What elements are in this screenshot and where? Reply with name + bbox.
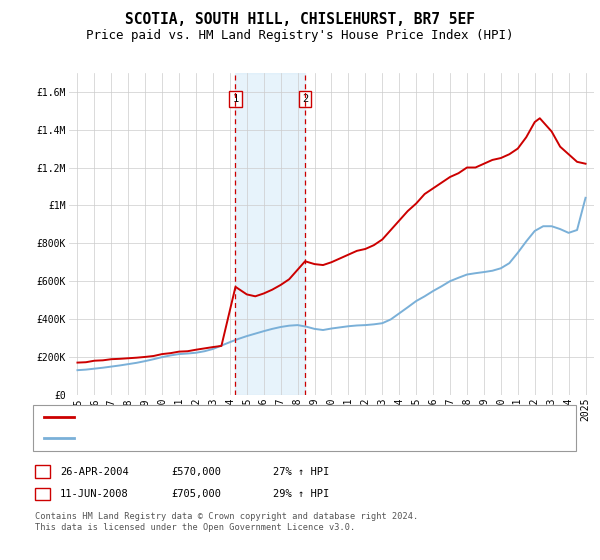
Text: SCOTIA, SOUTH HILL, CHISLEHURST, BR7 5EF (detached house): SCOTIA, SOUTH HILL, CHISLEHURST, BR7 5EF… — [81, 412, 423, 422]
Text: 1: 1 — [232, 94, 239, 104]
Text: 29% ↑ HPI: 29% ↑ HPI — [273, 489, 329, 499]
Text: HPI: Average price, detached house, Bromley: HPI: Average price, detached house, Brom… — [81, 433, 339, 444]
Text: Contains HM Land Registry data © Crown copyright and database right 2024.
This d: Contains HM Land Registry data © Crown c… — [35, 512, 418, 532]
Text: £705,000: £705,000 — [171, 489, 221, 499]
Text: 1: 1 — [39, 466, 46, 477]
Text: 2: 2 — [39, 489, 46, 499]
Bar — [235, 73, 305, 395]
Text: Price paid vs. HM Land Registry's House Price Index (HPI): Price paid vs. HM Land Registry's House … — [86, 29, 514, 42]
Text: SCOTIA, SOUTH HILL, CHISLEHURST, BR7 5EF: SCOTIA, SOUTH HILL, CHISLEHURST, BR7 5EF — [125, 12, 475, 27]
Text: £570,000: £570,000 — [171, 466, 221, 477]
Text: 11-JUN-2008: 11-JUN-2008 — [60, 489, 129, 499]
Text: 27% ↑ HPI: 27% ↑ HPI — [273, 466, 329, 477]
Text: 26-APR-2004: 26-APR-2004 — [60, 466, 129, 477]
Text: 2: 2 — [302, 94, 308, 104]
